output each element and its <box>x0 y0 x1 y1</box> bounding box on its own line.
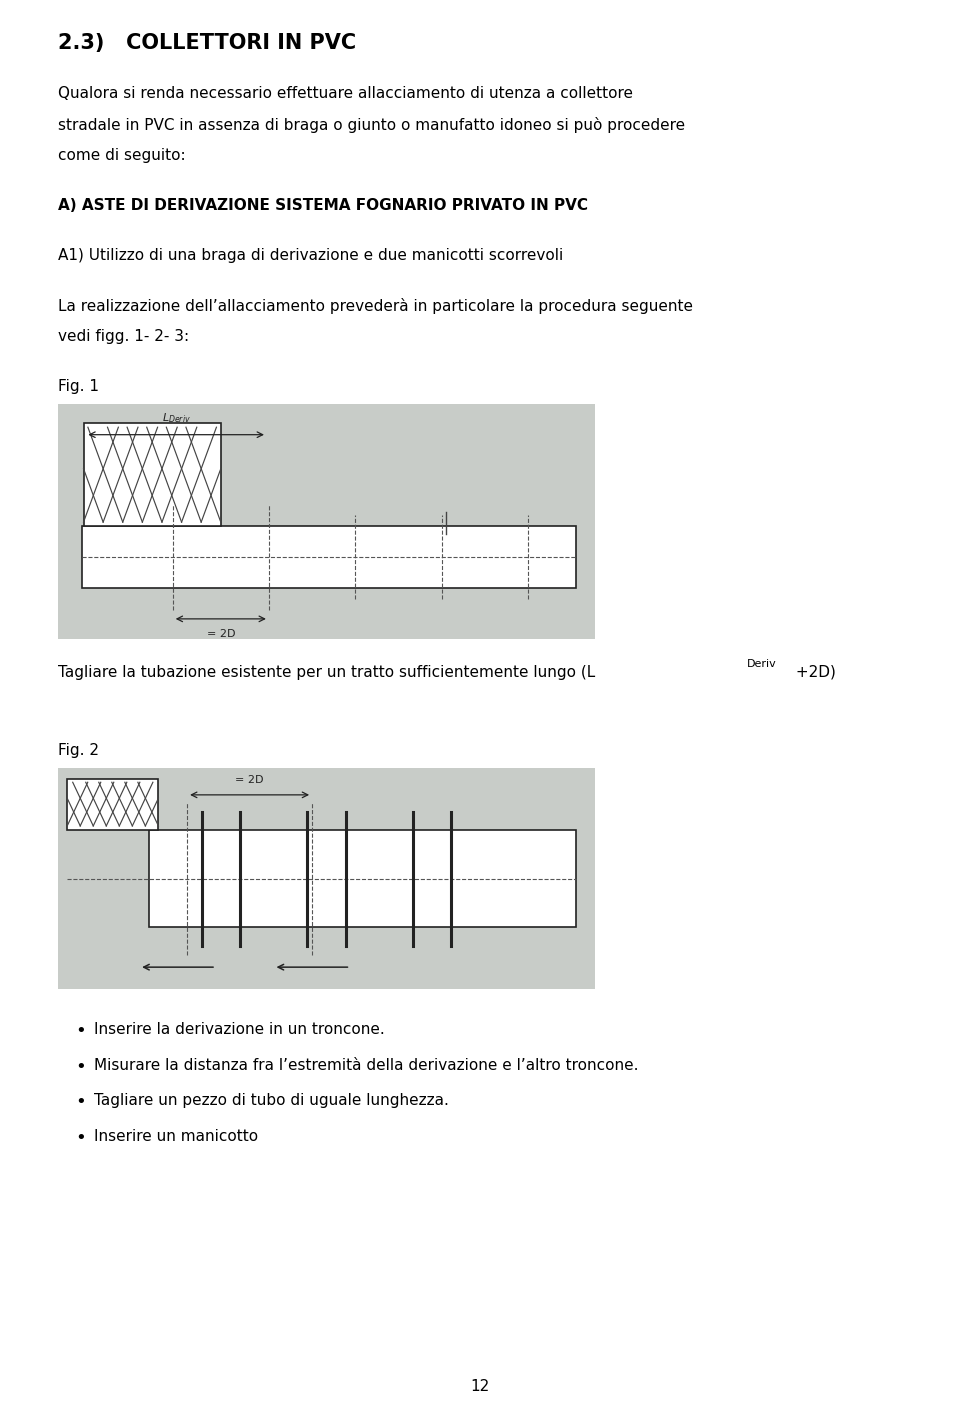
Bar <box>82 526 576 587</box>
Text: •: • <box>75 1022 85 1040</box>
Text: Qualora si renda necessario effettuare allacciamento di utenza a collettore: Qualora si renda necessario effettuare a… <box>58 86 633 101</box>
Text: A) ASTE DI DERIVAZIONE SISTEMA FOGNARIO PRIVATO IN PVC: A) ASTE DI DERIVAZIONE SISTEMA FOGNARIO … <box>58 198 588 214</box>
Text: = 2D: = 2D <box>206 628 235 638</box>
Text: = 2D: = 2D <box>235 775 264 785</box>
Text: Deriv: Deriv <box>747 660 777 670</box>
Text: •: • <box>75 1057 85 1076</box>
Text: La realizzazione dell’allacciamento prevederà in particolare la procedura seguen: La realizzazione dell’allacciamento prev… <box>58 298 692 314</box>
Text: Misurare la distanza fra l’estremità della derivazione e l’altro troncone.: Misurare la distanza fra l’estremità del… <box>94 1057 638 1073</box>
Text: +2D): +2D) <box>791 665 836 680</box>
Text: 12: 12 <box>470 1378 490 1394</box>
Text: A1) Utilizzo di una braga di derivazione e due manicotti scorrevoli: A1) Utilizzo di una braga di derivazione… <box>58 248 563 264</box>
Text: Tagliare un pezzo di tubo di uguale lunghezza.: Tagliare un pezzo di tubo di uguale lung… <box>94 1093 449 1109</box>
Bar <box>67 779 158 831</box>
Text: come di seguito:: come di seguito: <box>58 148 185 164</box>
Text: vedi figg. 1- 2- 3:: vedi figg. 1- 2- 3: <box>58 329 189 345</box>
Text: Fig. 1: Fig. 1 <box>58 379 99 395</box>
Bar <box>58 768 595 989</box>
Text: Tagliare la tubazione esistente per un tratto sufficientemente lungo (L: Tagliare la tubazione esistente per un t… <box>58 665 595 680</box>
Text: Inserire la derivazione in un troncone.: Inserire la derivazione in un troncone. <box>94 1022 385 1037</box>
Bar <box>58 405 595 640</box>
Text: 2.3)   COLLETTORI IN PVC: 2.3) COLLETTORI IN PVC <box>58 33 356 53</box>
Text: $L_{Deriv}$: $L_{Deriv}$ <box>161 410 191 425</box>
Text: •: • <box>75 1093 85 1112</box>
Bar <box>149 831 576 928</box>
Text: •: • <box>75 1129 85 1147</box>
Text: Inserire un manicotto: Inserire un manicotto <box>94 1129 258 1144</box>
Bar <box>84 423 221 526</box>
Text: stradale in PVC in assenza di braga o giunto o manufatto idoneo si può procedere: stradale in PVC in assenza di braga o gi… <box>58 117 684 133</box>
Text: Fig. 2: Fig. 2 <box>58 744 99 758</box>
